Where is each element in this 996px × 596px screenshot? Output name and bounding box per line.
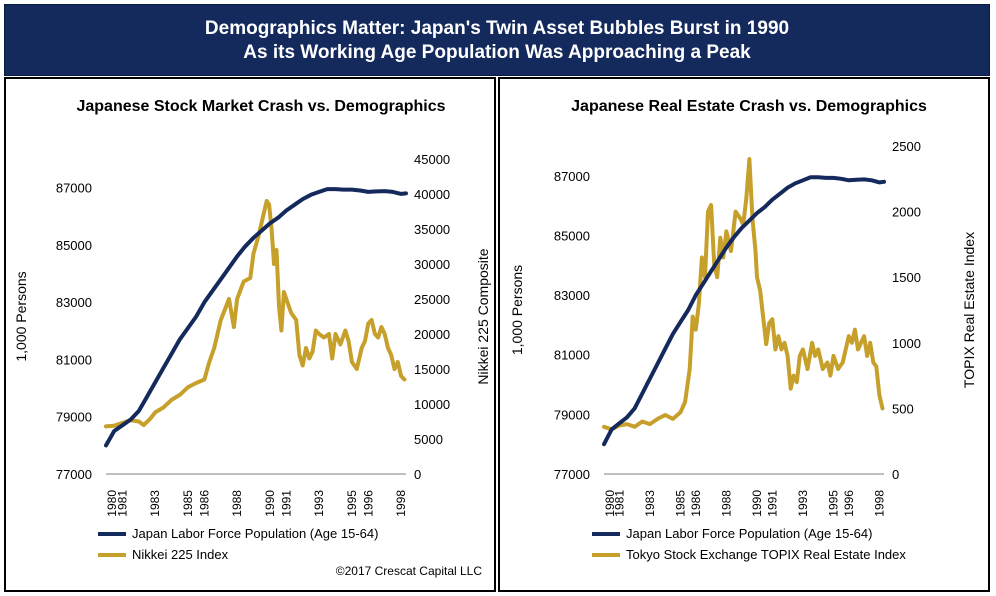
right-axis-tick-label: 5000 [414, 432, 443, 447]
left-axis-tick-label: 79000 [56, 410, 92, 425]
x-axis-tick-label: 1980 [603, 490, 617, 517]
chart-title: Japanese Real Estate Crash vs. Demograph… [571, 98, 927, 115]
x-axis-tick-label: 1996 [842, 490, 856, 517]
x-axis-tick-label: 1981 [612, 490, 626, 517]
chart-title: Japanese Stock Market Crash vs. Demograp… [76, 98, 445, 115]
right-axis-tick-label: 1500 [892, 270, 921, 285]
left-axis-tick-label: 83000 [56, 295, 92, 310]
banner-title-line-1: Demographics Matter: Japan's Twin Asset … [204, 18, 790, 39]
stock-market-chart-panel: Japanese Stock Market Crash vs. Demograp… [4, 77, 496, 592]
left-axis-tick-label: 77000 [56, 467, 92, 482]
x-axis-tick-label: 1983 [148, 490, 162, 517]
x-axis-tick-label: 1981 [115, 490, 129, 517]
real-estate-chart: Japanese Real Estate Crash vs. Demograph… [509, 98, 977, 562]
banner-title-line-2: As its Working Age Population Was Approa… [243, 42, 751, 63]
right-axis-tick-label: 10000 [414, 397, 450, 412]
legend-label: Nikkei 225 Index [132, 547, 229, 562]
stock-market-chart: Japanese Stock Market Crash vs. Demograp… [13, 98, 491, 578]
real-estate-chart-panel: Japanese Real Estate Crash vs. Demograph… [498, 77, 990, 592]
right-axis-tick-label: 40000 [414, 187, 450, 202]
x-axis-tick-label: 1985 [181, 490, 195, 517]
right-axis-tick-label: 30000 [414, 257, 450, 272]
left-axis-title: 1,000 Persons [509, 265, 525, 355]
x-axis-tick-label: 1990 [263, 490, 277, 517]
x-axis-tick-label: 1986 [197, 490, 211, 517]
right-axis-tick-label: 500 [892, 401, 914, 416]
index-series-line [104, 199, 407, 429]
legend-label: Japan Labor Force Population (Age 15-64) [626, 526, 872, 541]
left-axis-tick-label: 83000 [554, 288, 590, 303]
right-axis-tick-label: 20000 [414, 327, 450, 342]
right-axis-title: Nikkei 225 Composite [475, 248, 491, 384]
x-axis-tick-label: 1988 [230, 490, 244, 517]
labor-force-series-line [104, 187, 408, 448]
right-axis-title: TOPIX Real Estate Index [961, 232, 977, 388]
x-axis-tick-label: 1995 [827, 490, 841, 517]
right-axis-tick-label: 45000 [414, 152, 450, 167]
x-axis-tick-label: 1996 [361, 490, 375, 517]
x-axis-tick-label: 1995 [345, 490, 359, 517]
x-axis-tick-label: 1993 [796, 490, 810, 517]
left-axis-tick-label: 87000 [56, 181, 92, 196]
x-axis-tick-label: 1983 [643, 490, 657, 517]
x-axis-tick-label: 1988 [719, 490, 733, 517]
copyright-footer: ©2017 Crescat Capital LLC [336, 564, 483, 578]
right-axis-tick-label: 1000 [892, 336, 921, 351]
labor-force-series-line [602, 175, 886, 447]
title-banner: Demographics Matter: Japan's Twin Asset … [4, 4, 990, 76]
right-axis-tick-label: 25000 [414, 292, 450, 307]
left-axis-tick-label: 77000 [554, 467, 590, 482]
legend-label: Tokyo Stock Exchange TOPIX Real Estate I… [626, 547, 906, 562]
index-series-line [602, 157, 885, 432]
right-axis-tick-label: 0 [892, 467, 899, 482]
right-axis-tick-label: 2500 [892, 139, 921, 154]
x-axis-tick-label: 1985 [674, 490, 688, 517]
x-axis-tick-label: 1990 [750, 490, 764, 517]
right-axis-tick-label: 35000 [414, 222, 450, 237]
left-axis-title: 1,000 Persons [13, 271, 29, 361]
left-axis-tick-label: 81000 [56, 352, 92, 367]
left-axis-tick-label: 81000 [554, 348, 590, 363]
x-axis-tick-label: 1991 [279, 490, 293, 517]
x-axis-tick-label: 1991 [765, 490, 779, 517]
legend-label: Japan Labor Force Population (Age 15-64) [132, 526, 378, 541]
x-axis-tick-label: 1993 [312, 490, 326, 517]
x-axis-tick-label: 1998 [872, 490, 886, 517]
x-axis-tick-label: 1998 [394, 490, 408, 517]
right-axis-tick-label: 15000 [414, 362, 450, 377]
right-axis-tick-label: 0 [414, 467, 421, 482]
right-axis-tick-label: 2000 [892, 205, 921, 220]
x-axis-tick-label: 1986 [689, 490, 703, 517]
left-axis-tick-label: 79000 [554, 407, 590, 422]
left-axis-tick-label: 85000 [56, 238, 92, 253]
left-axis-tick-label: 85000 [554, 228, 590, 243]
left-axis-tick-label: 87000 [554, 169, 590, 184]
x-axis-tick-label: 1980 [105, 490, 119, 517]
